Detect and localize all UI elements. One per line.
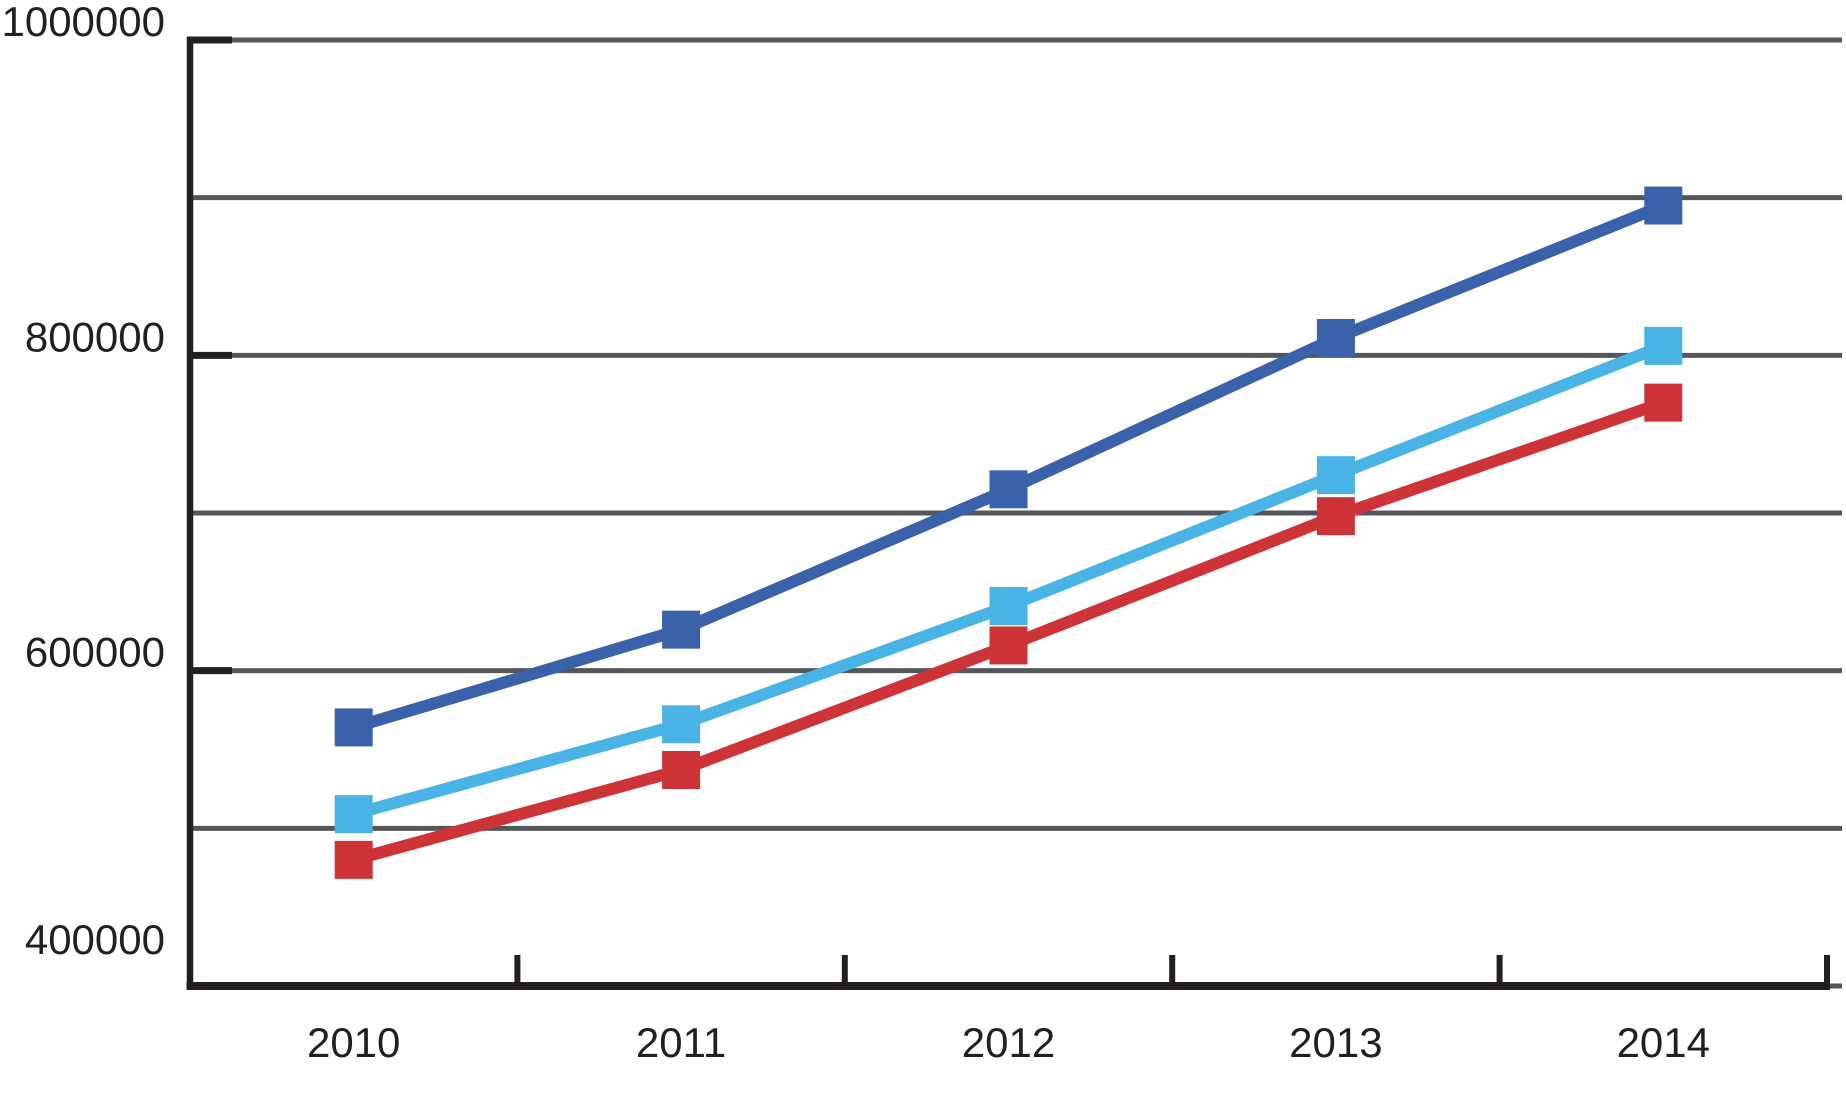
data-point-marker-red (989, 626, 1028, 665)
data-point-marker-dark-blue (1644, 186, 1683, 225)
y-axis-label: 400000 (25, 916, 165, 963)
data-point-marker-dark-blue (1316, 318, 1355, 357)
x-axis-label: 2010 (307, 1019, 400, 1066)
data-point-marker-light-blue (334, 795, 373, 834)
data-point-marker-dark-blue (334, 708, 373, 747)
data-point-marker-dark-blue (989, 470, 1028, 509)
data-point-marker-light-blue (989, 587, 1028, 626)
y-axis-label: 1000000 (1, 0, 165, 45)
data-point-marker-red (1644, 383, 1683, 422)
data-point-marker-red (334, 840, 373, 879)
x-axis-label: 2011 (636, 1019, 726, 1066)
series-line-light-blue (352, 340, 1666, 820)
data-point-marker-red (662, 750, 701, 789)
x-axis-label: 2012 (962, 1019, 1055, 1066)
y-axis-label: 600000 (25, 629, 165, 676)
data-point-marker-light-blue (1316, 456, 1355, 495)
data-point-marker-red (1316, 497, 1355, 536)
x-axis-label: 2014 (1617, 1019, 1710, 1066)
y-axis-label: 800000 (25, 313, 165, 360)
x-axis-label: 2013 (1289, 1019, 1382, 1066)
data-point-marker-light-blue (1644, 326, 1683, 365)
data-point-marker-dark-blue (662, 610, 701, 649)
data-point-marker-light-blue (662, 705, 701, 744)
